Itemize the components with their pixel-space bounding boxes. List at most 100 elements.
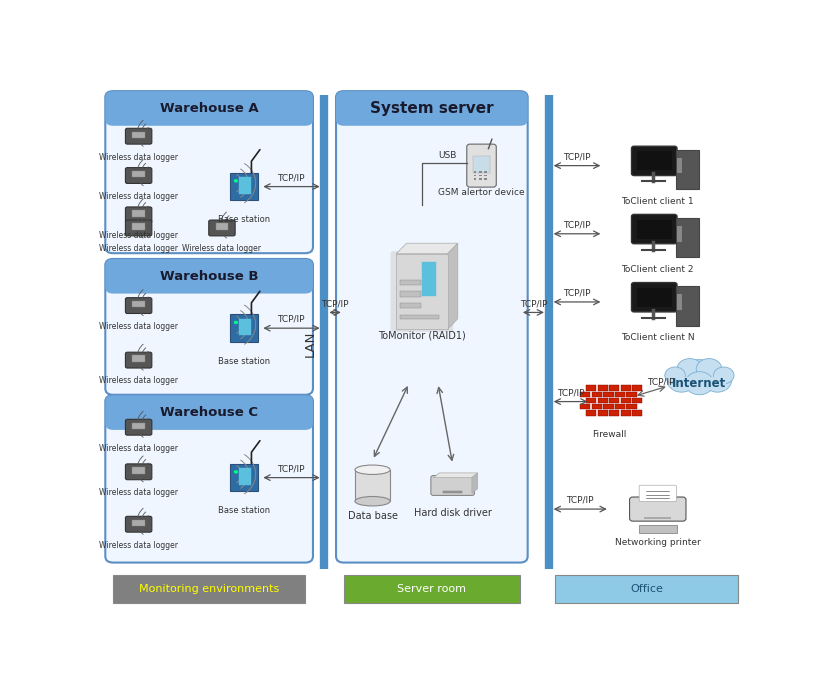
Text: TCP/IP: TCP/IP [566,496,594,505]
Bar [443,490,462,493]
Bar [598,411,608,415]
Text: Base station: Base station [218,215,270,225]
Bar [632,411,643,415]
Bar [581,405,590,409]
Circle shape [667,369,696,392]
Text: Internet: Internet [672,377,727,390]
Bar [230,173,259,200]
Text: Wireless data logger: Wireless data logger [183,244,261,253]
Text: Networking printer: Networking printer [615,538,700,547]
Bar [620,398,631,403]
Bar [230,315,259,342]
Bar [620,385,631,391]
FancyBboxPatch shape [390,251,453,332]
FancyBboxPatch shape [105,395,313,430]
FancyBboxPatch shape [126,464,152,479]
Bar [132,210,145,217]
Bar [132,423,145,429]
Text: Warehouse B: Warehouse B [160,270,258,283]
FancyBboxPatch shape [105,91,313,126]
Text: TCP/IP: TCP/IP [277,174,305,183]
Circle shape [234,470,238,473]
Text: Warehouse A: Warehouse A [160,102,259,115]
Bar [132,301,145,307]
Text: LAN: LAN [304,331,317,357]
Bar [400,280,421,285]
Ellipse shape [355,465,390,475]
Bar [479,174,481,176]
Bar [485,178,487,180]
Bar [604,392,614,397]
Bar [598,385,608,391]
Bar [239,469,251,485]
Bar [598,398,608,403]
Bar [620,411,631,415]
Circle shape [665,367,686,384]
Text: ToMonitor (RAID1): ToMonitor (RAID1) [378,331,466,340]
Bar [586,385,596,391]
Bar [586,411,596,415]
Bar [132,355,145,362]
Bar [355,470,390,501]
FancyBboxPatch shape [126,207,152,223]
Bar [614,405,625,409]
FancyBboxPatch shape [431,475,475,496]
Bar [344,575,520,603]
Circle shape [686,372,714,395]
Bar [676,150,700,189]
Text: Server room: Server room [397,584,466,594]
Polygon shape [396,243,458,254]
Text: TCP/IP: TCP/IP [321,299,348,308]
FancyBboxPatch shape [632,146,677,176]
FancyBboxPatch shape [632,215,677,244]
Text: Hard disk driver: Hard disk driver [414,507,491,518]
Bar [474,172,476,173]
Bar [676,286,700,326]
FancyBboxPatch shape [126,168,152,183]
Circle shape [714,367,734,384]
Text: Wireless data logger: Wireless data logger [99,192,178,201]
Text: Wireless data logger: Wireless data logger [99,231,178,240]
Polygon shape [472,473,478,493]
Text: Base station: Base station [218,357,270,366]
Bar [474,174,476,176]
Text: TCP/IP: TCP/IP [519,299,547,308]
Bar [422,262,436,296]
Text: TCP/IP: TCP/IP [563,289,590,298]
FancyBboxPatch shape [105,259,313,294]
Bar [118,276,300,287]
Bar [626,405,637,409]
Text: Base station: Base station [218,507,270,516]
Bar [604,405,614,409]
FancyBboxPatch shape [126,516,152,532]
FancyBboxPatch shape [336,91,528,563]
Bar [638,525,677,533]
Bar [677,294,682,310]
Text: ToClient client 2: ToClient client 2 [622,266,694,274]
Text: TCP/IP: TCP/IP [648,378,675,387]
FancyBboxPatch shape [126,419,152,435]
Text: TCP/IP: TCP/IP [277,464,305,473]
Polygon shape [447,243,458,329]
Text: Wireless data logger: Wireless data logger [99,488,178,497]
Bar [592,405,602,409]
Bar [672,377,726,390]
FancyBboxPatch shape [336,91,528,126]
Bar [132,171,145,177]
Bar [239,177,251,193]
Bar [349,108,515,119]
Text: Monitoring environments: Monitoring environments [139,584,280,594]
Bar [473,156,490,173]
Text: Wireless data logger: Wireless data logger [99,244,178,253]
Bar [400,303,421,308]
Text: Wireless data logger: Wireless data logger [99,322,178,331]
FancyBboxPatch shape [632,283,677,312]
Ellipse shape [355,496,390,506]
FancyBboxPatch shape [126,298,152,313]
Bar [677,226,682,242]
Bar [581,392,590,397]
Bar [113,575,305,603]
Bar [609,398,619,403]
Bar [609,385,619,391]
Text: ToClient client N: ToClient client N [621,334,695,343]
